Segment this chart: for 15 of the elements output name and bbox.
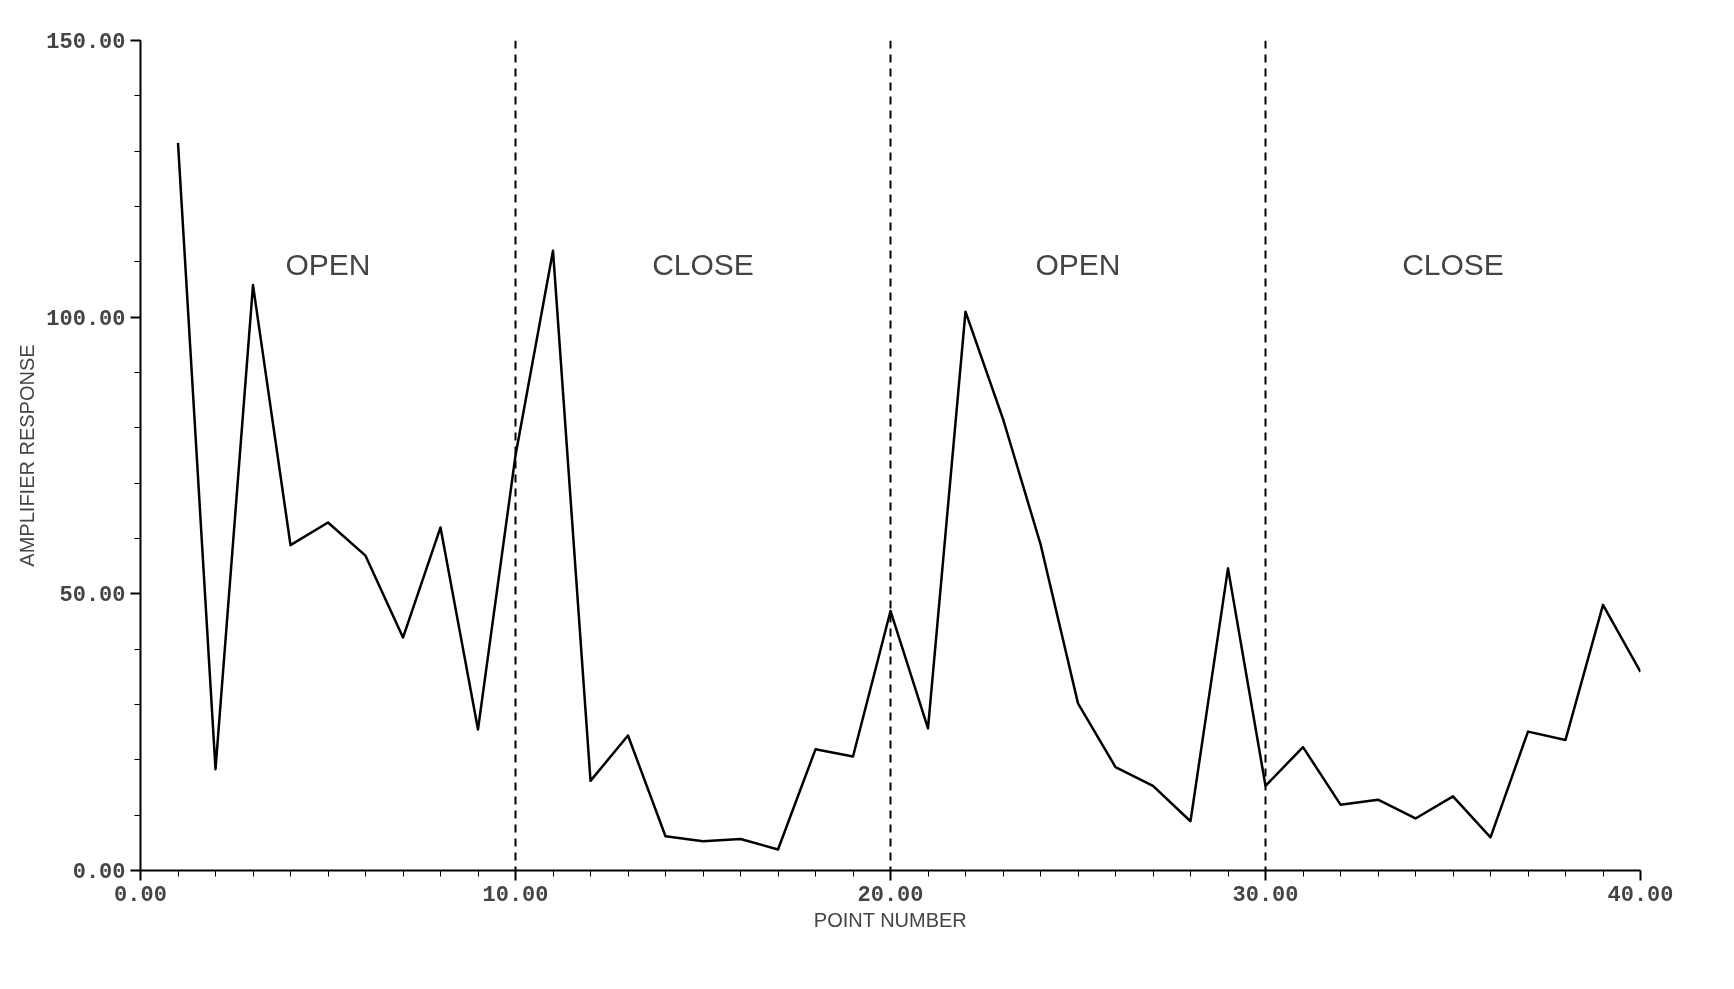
x-tick-label: 30.00 — [1232, 882, 1299, 908]
x-axis-title: POINT NUMBER — [813, 908, 967, 931]
y-tick-label: 50.00 — [59, 583, 126, 609]
x-tick-label: 0.00 — [114, 882, 167, 908]
y-tick-label: 150.00 — [46, 30, 126, 55]
annotation: OPEN — [285, 248, 371, 282]
y-tick-label: 100.00 — [46, 306, 126, 332]
annotation: CLOSE — [1402, 248, 1504, 282]
x-tick-label: 10.00 — [482, 882, 549, 908]
y-tick-label: 0.00 — [72, 860, 126, 885]
x-tick-label: 40.00 — [1607, 882, 1674, 908]
y-axis-title: AMPLIFIER RESPONSE — [16, 344, 39, 567]
x-tick-label: 20.00 — [857, 882, 924, 908]
annotation: OPEN — [1035, 248, 1121, 282]
annotation: CLOSE — [652, 248, 754, 282]
